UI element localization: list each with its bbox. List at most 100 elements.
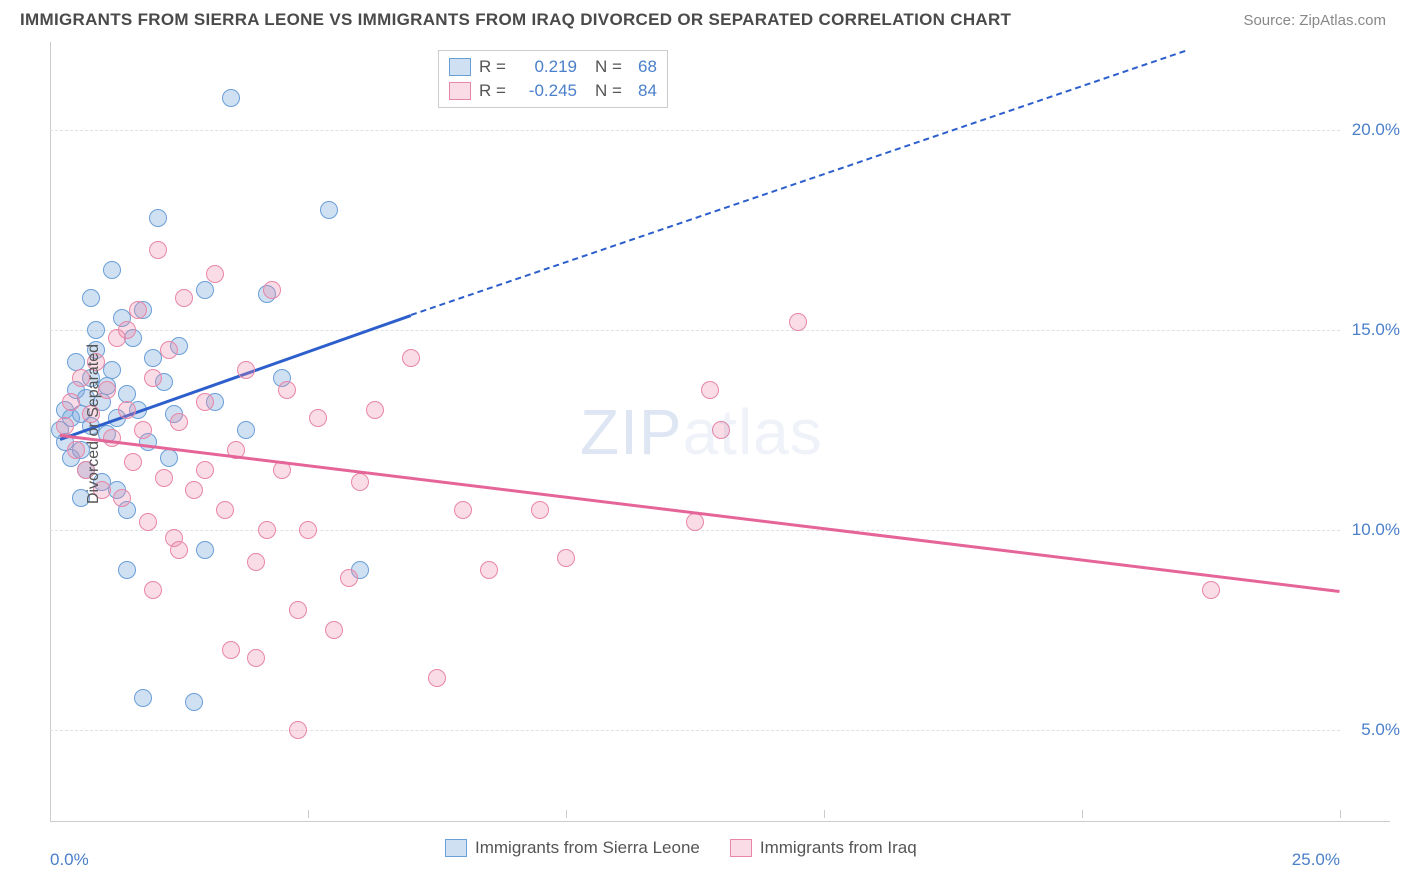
legend-item-sl: Immigrants from Sierra Leone: [445, 838, 700, 858]
data-point-iq: [175, 289, 193, 307]
data-point-iq: [712, 421, 730, 439]
legend-series: Immigrants from Sierra Leone Immigrants f…: [445, 838, 917, 858]
data-point-iq: [67, 441, 85, 459]
data-point-iq: [351, 473, 369, 491]
data-point-sl: [185, 693, 203, 711]
data-point-sl: [87, 321, 105, 339]
data-point-iq: [144, 369, 162, 387]
data-point-sl: [160, 449, 178, 467]
data-point-iq: [557, 549, 575, 567]
xtick-label: 0.0%: [50, 850, 89, 870]
data-point-iq: [129, 301, 147, 319]
data-point-iq: [340, 569, 358, 587]
chart-title: IMMIGRANTS FROM SIERRA LEONE VS IMMIGRAN…: [20, 10, 1011, 30]
data-point-sl: [222, 89, 240, 107]
xtick-label: 25.0%: [1292, 850, 1340, 870]
data-point-sl: [134, 689, 152, 707]
data-point-iq: [289, 721, 307, 739]
data-point-iq: [1202, 581, 1220, 599]
data-point-sl: [237, 421, 255, 439]
data-point-sl: [103, 261, 121, 279]
data-point-iq: [118, 321, 136, 339]
gridline: [50, 730, 1340, 731]
data-point-iq: [196, 461, 214, 479]
ytick-label: 20.0%: [1352, 120, 1400, 140]
ytick-label: 15.0%: [1352, 320, 1400, 340]
data-point-iq: [309, 409, 327, 427]
plot-area: 5.0%10.0%15.0%20.0%0.0%25.0%: [50, 50, 1340, 810]
data-point-iq: [325, 621, 343, 639]
data-point-sl: [118, 561, 136, 579]
data-point-iq: [139, 513, 157, 531]
xtick: [50, 810, 51, 818]
legend-series-name: Immigrants from Iraq: [760, 838, 917, 858]
ytick-label: 5.0%: [1361, 720, 1400, 740]
legend-r-value: -0.245: [517, 81, 577, 101]
data-point-iq: [113, 489, 131, 507]
data-point-iq: [155, 469, 173, 487]
data-point-iq: [118, 401, 136, 419]
data-point-iq: [428, 669, 446, 687]
swatch-iq: [449, 82, 471, 100]
xtick: [308, 810, 309, 818]
legend-r-label: R =: [479, 81, 509, 101]
chart-source: Source: ZipAtlas.com: [1243, 12, 1386, 29]
data-point-iq: [263, 281, 281, 299]
legend-n-value: 84: [638, 81, 657, 101]
data-point-iq: [160, 341, 178, 359]
xtick: [824, 810, 825, 818]
data-point-iq: [289, 601, 307, 619]
gridline: [50, 130, 1340, 131]
data-point-sl: [320, 201, 338, 219]
legend-item-iq: Immigrants from Iraq: [730, 838, 917, 858]
legend-n-label: N =: [595, 81, 630, 101]
data-point-iq: [103, 429, 121, 447]
data-point-iq: [222, 641, 240, 659]
data-point-iq: [686, 513, 704, 531]
legend-series-name: Immigrants from Sierra Leone: [475, 838, 700, 858]
legend-r-value: 0.219: [517, 57, 577, 77]
data-point-iq: [402, 349, 420, 367]
data-point-iq: [149, 241, 167, 259]
data-point-iq: [170, 413, 188, 431]
y-axis-label: Divorced or Separated: [85, 344, 103, 504]
legend-correlation: R = 0.219 N = 68 R = -0.245 N = 84: [438, 50, 668, 108]
data-point-sl: [82, 289, 100, 307]
legend-n-value: 68: [638, 57, 657, 77]
legend-r-label: R =: [479, 57, 509, 77]
legend-row-iq: R = -0.245 N = 84: [449, 79, 657, 103]
data-point-iq: [247, 553, 265, 571]
data-point-iq: [366, 401, 384, 419]
data-point-iq: [62, 393, 80, 411]
data-point-iq: [258, 521, 276, 539]
data-point-iq: [480, 561, 498, 579]
swatch-sl: [445, 839, 467, 857]
data-point-iq: [196, 393, 214, 411]
chart-header: IMMIGRANTS FROM SIERRA LEONE VS IMMIGRAN…: [0, 0, 1406, 38]
legend-n-label: N =: [595, 57, 630, 77]
data-point-sl: [196, 281, 214, 299]
data-point-iq: [56, 417, 74, 435]
data-point-iq: [134, 421, 152, 439]
data-point-iq: [185, 481, 203, 499]
xtick: [1082, 810, 1083, 818]
legend-row-sl: R = 0.219 N = 68: [449, 55, 657, 79]
data-point-iq: [124, 453, 142, 471]
swatch-iq: [730, 839, 752, 857]
data-point-iq: [237, 361, 255, 379]
data-point-iq: [206, 265, 224, 283]
data-point-iq: [216, 501, 234, 519]
data-point-iq: [170, 541, 188, 559]
data-point-iq: [454, 501, 472, 519]
ytick-label: 10.0%: [1352, 520, 1400, 540]
xtick: [566, 810, 567, 818]
data-point-iq: [531, 501, 549, 519]
data-point-sl: [149, 209, 167, 227]
gridline: [50, 330, 1340, 331]
data-point-iq: [789, 313, 807, 331]
swatch-sl: [449, 58, 471, 76]
data-point-iq: [144, 581, 162, 599]
data-point-iq: [701, 381, 719, 399]
data-point-sl: [196, 541, 214, 559]
xtick: [1340, 810, 1341, 818]
